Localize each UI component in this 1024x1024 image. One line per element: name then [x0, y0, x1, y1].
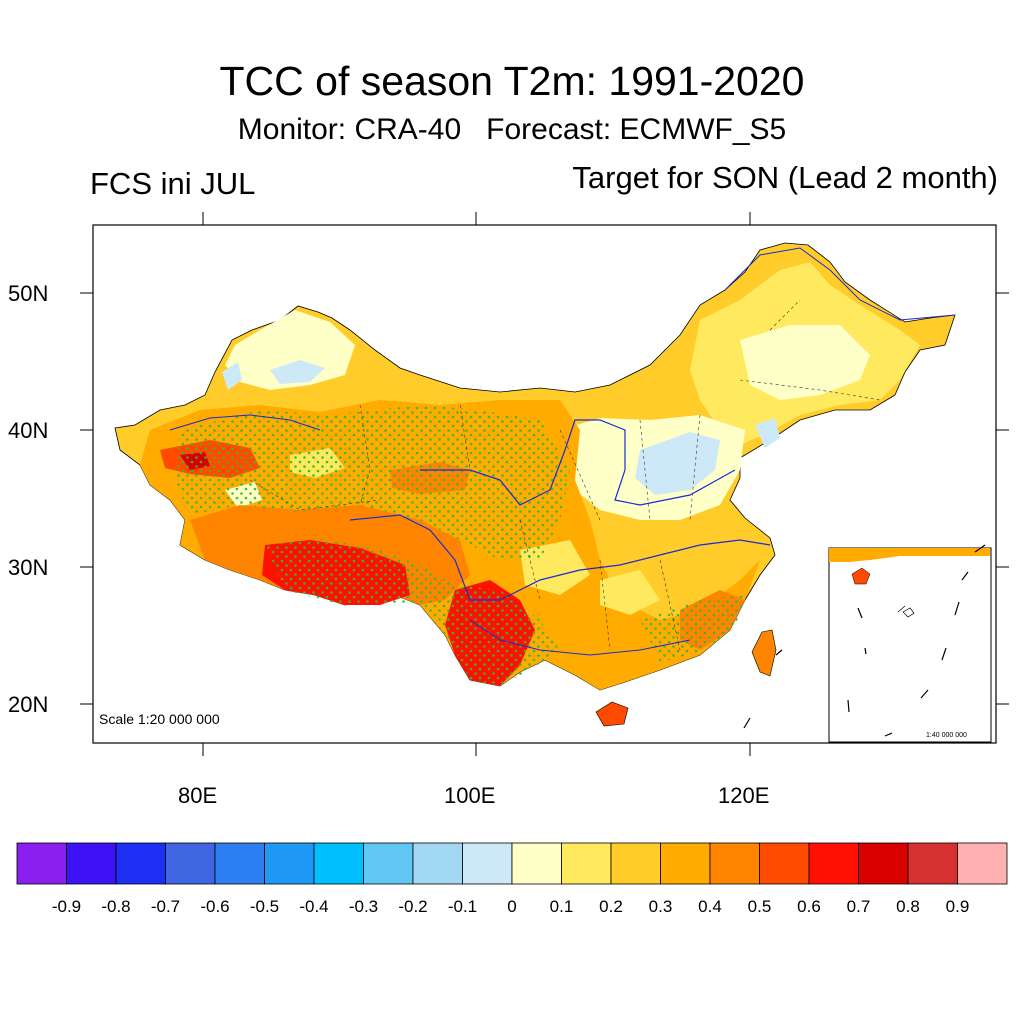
color-bar-label: -0.9 — [51, 897, 82, 916]
map-scale-text: Scale 1:20 000 000 — [99, 711, 220, 727]
color-bar-swatch — [759, 842, 810, 885]
lon-label-80e: 80E — [178, 783, 218, 808]
initialization-label: FCS ini JUL — [90, 166, 256, 201]
color-bar-swatch — [511, 842, 562, 885]
color-bar-label: -0.6 — [200, 897, 230, 916]
color-bar-label: -0.2 — [398, 897, 428, 916]
lat-label-50n: 50N — [8, 281, 49, 306]
color-bar-swatch — [214, 842, 265, 885]
color-bar-swatch — [709, 842, 760, 885]
color-bar-swatch — [660, 842, 711, 885]
color-bar-label: 0.1 — [549, 897, 574, 916]
hainan-red-region — [595, 701, 629, 727]
north-china-negative-region — [635, 432, 720, 495]
color-bar-label: -0.7 — [150, 897, 181, 916]
color-bar-label: 0.8 — [896, 897, 920, 916]
color-bar-label: 0.7 — [846, 897, 871, 916]
coast-dash-marks — [743, 649, 783, 729]
color-bar-label: 0.9 — [945, 897, 970, 916]
color-bar-swatch — [264, 842, 315, 885]
significance-stipple-south — [265, 538, 560, 686]
color-bar-label: 0.2 — [599, 897, 623, 916]
lat-label-40n: 40N — [8, 418, 49, 443]
page-title: TCC of season T2m: 1991-2020 — [219, 58, 805, 104]
color-bar-label: -0.5 — [249, 897, 280, 916]
color-bar-label: 0 — [507, 897, 517, 916]
color-bar — [16, 842, 1008, 885]
lat-label-20n: 20N — [8, 692, 49, 717]
south-china-sea-inset — [828, 544, 992, 743]
northwest-negative-region-2 — [222, 362, 242, 390]
color-bar-swatch — [610, 842, 661, 885]
inset-scale-text: 1:40 000 000 — [926, 732, 967, 739]
color-bar-swatch — [363, 842, 414, 885]
color-bar-swatch — [313, 842, 364, 885]
color-bar-swatch — [165, 842, 216, 885]
color-bar-swatch — [907, 842, 958, 885]
taiwan-region — [751, 629, 777, 677]
province-boundaries — [249, 299, 881, 651]
color-bar-swatch — [808, 842, 859, 885]
yangtze-river — [349, 514, 771, 601]
color-bar-label: 0.4 — [698, 897, 722, 916]
color-bar-label: -0.8 — [101, 897, 131, 916]
lon-label-120e: 120E — [718, 783, 770, 808]
northwest-negative-region — [270, 360, 325, 384]
map-shading — [114, 242, 956, 727]
color-bar-label: -0.4 — [299, 897, 329, 916]
color-bar-swatch — [412, 842, 463, 885]
target-label: Target for SON (Lead 2 month) — [572, 160, 998, 195]
southern-river — [469, 619, 691, 656]
color-bar-swatch — [462, 842, 513, 885]
axis-ticks — [80, 212, 1009, 756]
significance-stipple-west — [175, 405, 570, 560]
central-weak-spot-4 — [600, 570, 660, 615]
coast-negative-region — [755, 418, 780, 448]
color-bar-swatch — [115, 842, 166, 885]
color-bar-label: 0.5 — [747, 897, 772, 916]
color-bar-swatch — [957, 842, 1008, 885]
page-subtitle: Monitor: CRA-40 Forecast: ECMWF_S5 — [237, 113, 787, 146]
color-bar-label: 0.6 — [797, 897, 821, 916]
tarim-river — [169, 414, 321, 431]
color-bar-label: -0.1 — [447, 897, 478, 916]
color-bar-swatch — [858, 842, 909, 885]
yellow-river — [420, 419, 736, 506]
lon-label-100e: 100E — [444, 783, 496, 808]
color-bar-swatch — [66, 842, 117, 885]
heilong-river — [724, 247, 956, 321]
northeast-pale-core — [740, 325, 870, 400]
color-bar-label: -0.3 — [348, 897, 379, 916]
lat-label-30n: 30N — [8, 555, 49, 580]
color-bar-label: 0.3 — [648, 897, 673, 916]
color-bar-swatch — [561, 842, 612, 885]
color-bar-swatch — [16, 842, 67, 885]
